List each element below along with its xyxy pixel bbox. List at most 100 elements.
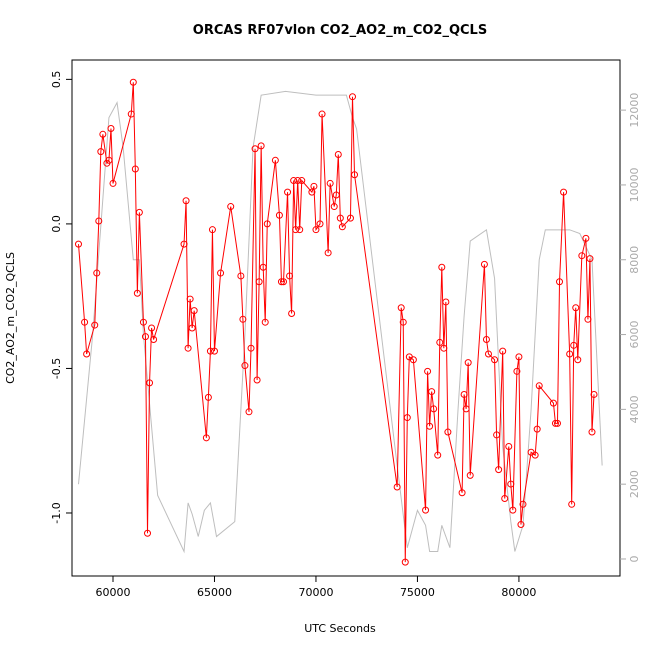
data-point (261, 318, 269, 326)
data-point (247, 344, 255, 352)
data-point (409, 356, 417, 364)
data-point (464, 359, 472, 367)
data-point (332, 191, 340, 199)
data-point (401, 558, 409, 566)
data-point (499, 347, 507, 355)
data-point (466, 471, 474, 479)
data-point (292, 226, 300, 234)
data-point (135, 208, 143, 216)
data-point (255, 278, 263, 286)
data-point (501, 495, 509, 503)
plot-frame (71, 59, 621, 577)
data-point (482, 336, 490, 344)
data-point (275, 211, 283, 219)
data-point (430, 405, 438, 413)
y2-tick-label: 2000 (628, 470, 641, 498)
data-point (397, 304, 405, 312)
data-point (184, 344, 192, 352)
x-tick-label: 70000 (298, 586, 333, 599)
y-tick-label: -1.0 (50, 502, 63, 523)
y2-tick-label: 0 (628, 555, 641, 562)
data-point (271, 156, 279, 164)
data-point (491, 356, 499, 364)
data-point (74, 240, 82, 248)
data-point (206, 347, 214, 355)
data-point (208, 226, 216, 234)
data-point (519, 500, 527, 508)
data-point (324, 249, 332, 257)
data-point (279, 278, 287, 286)
series-line (77, 82, 595, 563)
data-point (442, 298, 450, 306)
data-point (97, 148, 105, 156)
data-point (99, 130, 107, 138)
data-point (460, 390, 468, 398)
data-point (95, 217, 103, 225)
data-point (507, 480, 515, 488)
data-point (434, 451, 442, 459)
data-point (133, 289, 141, 297)
data-point (93, 269, 101, 277)
data-point (549, 399, 557, 407)
x-tick-label: 75000 (400, 586, 435, 599)
data-point (227, 203, 235, 211)
data-point (444, 428, 452, 436)
data-point (129, 78, 137, 86)
data-point (338, 223, 346, 231)
x-tick-label: 60000 (95, 586, 130, 599)
data-point (294, 177, 302, 185)
data-point (570, 341, 578, 349)
data-point (105, 156, 113, 164)
y-tick-label: -0.5 (50, 358, 63, 379)
data-point (109, 179, 117, 187)
data-point (286, 272, 294, 280)
data-point (426, 422, 434, 430)
data-point (204, 393, 212, 401)
data-point (326, 179, 334, 187)
x-tick-label: 65000 (197, 586, 232, 599)
y-axis-label: CO2_AO2_m_CO2_QCLS (4, 252, 17, 384)
data-point (141, 333, 149, 341)
data-point (553, 419, 561, 427)
y2-tick-label: 12000 (628, 93, 641, 128)
data-point (318, 110, 326, 118)
data-point (574, 356, 582, 364)
data-point (533, 425, 541, 433)
data-point (139, 318, 147, 326)
data-point (493, 431, 501, 439)
data-point (127, 110, 135, 118)
data-point (403, 414, 411, 422)
data-point (290, 177, 298, 185)
data-point (202, 434, 210, 442)
y2-tick-label: 4000 (628, 395, 641, 423)
series-line (77, 90, 603, 554)
data-point (578, 252, 586, 260)
y2-tick-label: 6000 (628, 321, 641, 349)
data-point (330, 203, 338, 211)
data-point (237, 272, 245, 280)
data-point (484, 350, 492, 358)
data-point (188, 324, 196, 332)
data-point (107, 125, 115, 133)
data-point (584, 315, 592, 323)
data-point (316, 220, 324, 228)
data-point (440, 344, 448, 352)
x-tick-label: 80000 (501, 586, 536, 599)
data-point (428, 388, 436, 396)
data-point (263, 220, 271, 228)
y2-tick-label: 8000 (628, 246, 641, 274)
data-point (217, 269, 225, 277)
data-point (560, 188, 568, 196)
data-point (348, 93, 356, 101)
data-point (517, 521, 525, 529)
data-point (393, 483, 401, 491)
data-point (190, 307, 198, 315)
data-point (566, 350, 574, 358)
data-point (568, 500, 576, 508)
data-point (131, 165, 139, 173)
data-point (251, 145, 259, 153)
data-point (588, 428, 596, 436)
data-point (515, 353, 523, 361)
data-point (259, 263, 267, 271)
